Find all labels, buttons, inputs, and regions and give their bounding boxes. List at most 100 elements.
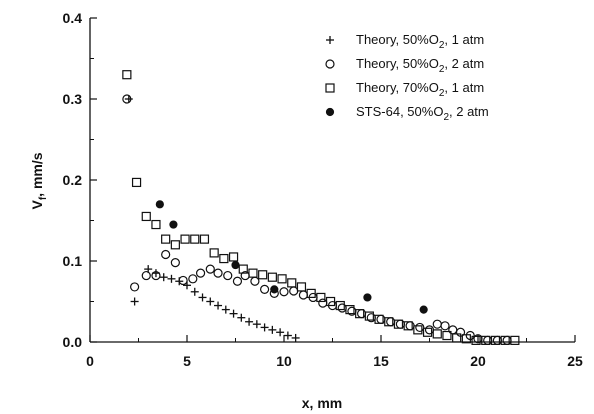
legend-item: Theory, 50%O2, 1 atm (326, 32, 484, 51)
data-point (376, 314, 386, 324)
data-point (124, 95, 133, 103)
data-point (237, 313, 246, 322)
data-point (393, 319, 404, 329)
data-point (199, 234, 210, 244)
data-point (296, 282, 307, 292)
data-point (238, 264, 248, 274)
data-point (245, 317, 254, 326)
data-point (267, 272, 277, 282)
series-filled-circle (155, 200, 428, 314)
data-point (419, 305, 428, 314)
data-point (306, 288, 316, 298)
y-tick-label: 0.2 (63, 172, 83, 188)
legend-marker (326, 36, 334, 44)
data-point (219, 253, 229, 264)
y-tick-label: 0.1 (63, 253, 83, 269)
data-point (167, 274, 176, 283)
data-point (205, 264, 215, 274)
data-point (268, 325, 277, 334)
legend-item: Theory, 70%O2, 1 atm (325, 80, 484, 99)
data-point (223, 270, 233, 281)
data-point (415, 322, 425, 333)
y-tick-label: 0.0 (63, 334, 83, 350)
data-point (483, 335, 493, 345)
legend-item: Theory, 50%O2, 2 atm (325, 56, 484, 75)
data-point (155, 200, 164, 209)
x-tick-label: 10 (276, 353, 292, 369)
series-circle (122, 94, 512, 345)
legend-label: Theory, 50%O2, 2 atm (356, 56, 484, 75)
data-point (287, 278, 297, 288)
data-point (316, 292, 326, 303)
data-point (209, 248, 219, 258)
data-point (337, 303, 347, 313)
legend-label: Theory, 70%O2, 1 atm (356, 80, 484, 99)
data-point (151, 270, 161, 281)
x-tick-label: 5 (183, 353, 191, 369)
data-point (510, 335, 520, 345)
data-point (452, 333, 462, 343)
legend-marker (325, 83, 335, 93)
data-point (432, 329, 442, 339)
data-point (178, 275, 188, 286)
data-point (481, 335, 491, 345)
data-point (374, 314, 384, 324)
data-point (122, 70, 132, 80)
data-point (161, 249, 171, 260)
data-point (432, 319, 442, 329)
data-point (270, 285, 279, 294)
data-point (405, 321, 415, 331)
x-axis-label: x, mm (302, 395, 342, 411)
data-point (232, 276, 243, 286)
data-point (130, 282, 140, 292)
data-marks (122, 70, 520, 345)
data-point (357, 309, 367, 319)
x-tick-label: 15 (373, 353, 389, 369)
y-tick-label: 0.4 (63, 10, 83, 26)
data-point (318, 298, 328, 308)
legend-marker (325, 59, 335, 69)
data-point (131, 177, 142, 188)
data-point (500, 335, 510, 345)
data-point (258, 270, 268, 280)
data-point (221, 305, 230, 314)
data-point (228, 252, 239, 262)
data-point (492, 335, 502, 345)
data-point (248, 268, 258, 278)
x-tick-label: 0 (86, 353, 94, 369)
data-point (363, 293, 372, 302)
data-point (252, 320, 261, 329)
x-tick-label: 25 (567, 353, 583, 369)
data-point (345, 305, 355, 315)
data-point (170, 258, 180, 268)
x-axis: 0 5 10 15 20 25 (86, 335, 583, 369)
data-point (289, 286, 299, 296)
data-point (130, 297, 139, 306)
data-point (141, 211, 151, 222)
data-point (159, 273, 168, 282)
data-point (422, 327, 433, 337)
data-point (229, 309, 238, 318)
data-point (231, 260, 240, 270)
data-point (141, 270, 151, 281)
data-point (386, 317, 396, 327)
data-point (180, 234, 190, 244)
series-square (122, 70, 520, 345)
series-plus (124, 95, 300, 342)
data-point (335, 300, 345, 311)
legend-label: STS-64, 50%O2, 2 atm (356, 104, 489, 123)
legend-item: STS-64, 50%O2, 2 atm (325, 104, 489, 123)
data-point (490, 335, 501, 345)
legend-marker (325, 107, 335, 117)
data-point (279, 287, 289, 297)
data-point (384, 317, 394, 327)
data-point (250, 276, 260, 286)
y-axis-label: Vf, mm/s (29, 152, 49, 209)
data-point (190, 287, 199, 296)
y-axis: 0.0 0.1 0.2 0.3 0.4 (63, 10, 97, 350)
data-point (161, 234, 171, 244)
data-point (442, 330, 452, 341)
data-point (276, 328, 285, 337)
legend: Theory, 50%O2, 1 atm Theory, 50%O2, 2 atm… (325, 32, 489, 123)
